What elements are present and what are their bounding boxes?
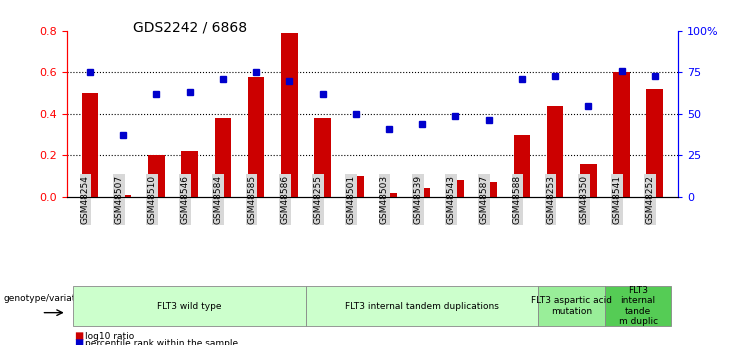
Text: GSM48503: GSM48503: [380, 175, 389, 224]
Text: GSM48586: GSM48586: [280, 175, 289, 224]
Bar: [115, 195, 131, 197]
Text: genotype/variation: genotype/variation: [4, 294, 90, 303]
Text: FLT3 aspartic acid
mutation: FLT3 aspartic acid mutation: [531, 296, 612, 316]
Text: GSM48543: GSM48543: [446, 175, 456, 224]
Text: ■: ■: [74, 332, 83, 341]
Bar: [148, 155, 165, 197]
Text: GSM48587: GSM48587: [479, 175, 488, 224]
Text: GSM48507: GSM48507: [114, 175, 123, 224]
Bar: [215, 118, 231, 197]
Bar: [314, 118, 330, 197]
Text: GSM48254: GSM48254: [81, 175, 90, 224]
Text: GSM48501: GSM48501: [347, 175, 356, 224]
Bar: [480, 182, 497, 197]
Bar: [381, 193, 397, 197]
Text: GSM48539: GSM48539: [413, 175, 422, 224]
Text: GSM48252: GSM48252: [645, 175, 655, 224]
Bar: [580, 164, 597, 197]
Text: GSM48255: GSM48255: [313, 175, 322, 224]
Bar: [646, 89, 663, 197]
Text: GSM48546: GSM48546: [181, 175, 190, 224]
Bar: [614, 72, 630, 197]
Text: GSM48541: GSM48541: [613, 175, 622, 224]
Bar: [82, 93, 99, 197]
Text: ■: ■: [74, 338, 83, 345]
Text: GSM48510: GSM48510: [147, 175, 156, 224]
Bar: [281, 33, 298, 197]
Text: FLT3 wild type: FLT3 wild type: [157, 302, 222, 311]
Text: GSM48585: GSM48585: [247, 175, 256, 224]
Text: GSM48588: GSM48588: [513, 175, 522, 224]
Bar: [514, 135, 530, 197]
Text: GSM48350: GSM48350: [579, 175, 588, 224]
Text: GDS2242 / 6868: GDS2242 / 6868: [133, 21, 247, 35]
Bar: [348, 176, 364, 197]
Text: GSM48584: GSM48584: [214, 175, 223, 224]
Text: GSM48253: GSM48253: [546, 175, 555, 224]
Bar: [547, 106, 563, 197]
Text: FLT3
internal
tande
m duplic: FLT3 internal tande m duplic: [619, 286, 658, 326]
Text: percentile rank within the sample: percentile rank within the sample: [85, 339, 239, 345]
Bar: [247, 77, 265, 197]
Text: FLT3 internal tandem duplications: FLT3 internal tandem duplications: [345, 302, 499, 311]
Bar: [182, 151, 198, 197]
Bar: [414, 188, 431, 197]
Text: log10 ratio: log10 ratio: [85, 332, 134, 341]
Bar: [447, 180, 464, 197]
